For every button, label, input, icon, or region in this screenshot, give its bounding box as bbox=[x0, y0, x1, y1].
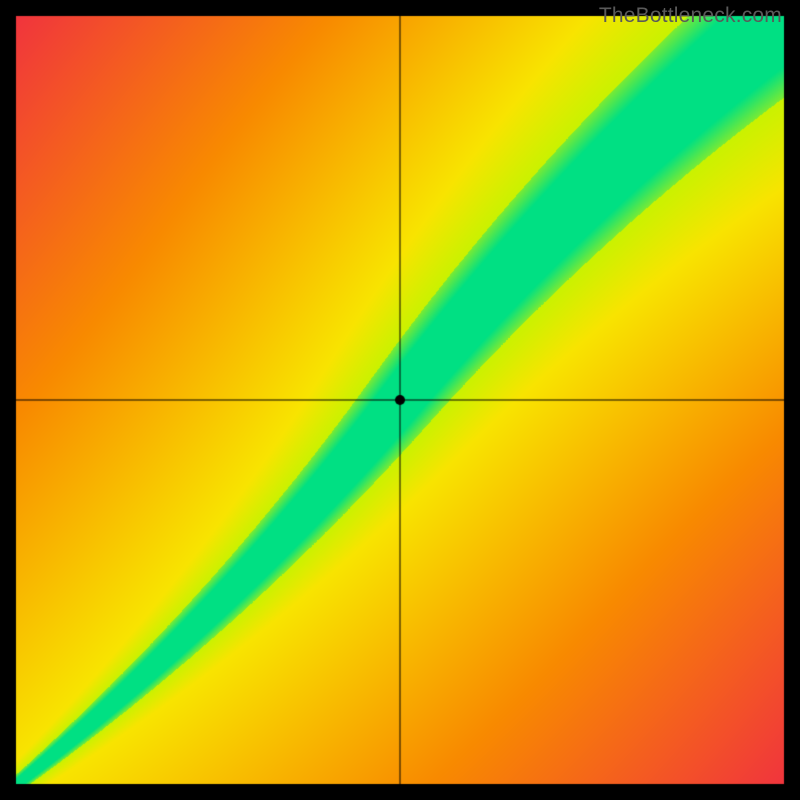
watermark-text: TheBottleneck.com bbox=[599, 4, 782, 28]
bottleneck-heatmap bbox=[0, 0, 800, 800]
chart-container: TheBottleneck.com bbox=[0, 0, 800, 800]
